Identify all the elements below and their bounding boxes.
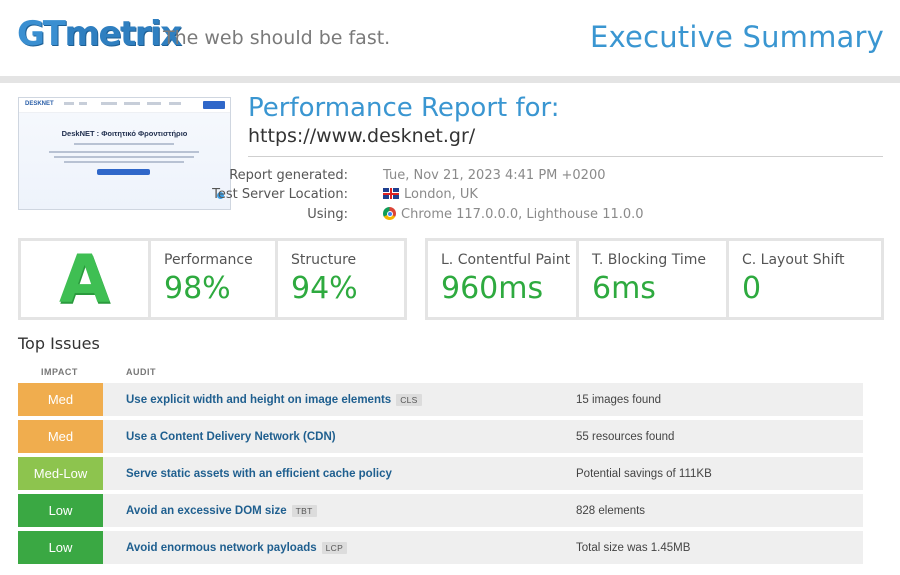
structure-value: 94%: [291, 271, 358, 306]
divider: [248, 156, 883, 157]
issue-detail: 55 resources found: [576, 430, 675, 443]
thumbnail-hero-title: DeskNET : Φοιτητικό Φροντιστήριο: [61, 129, 188, 138]
thumbnail-nav-item: [79, 102, 87, 105]
audit-title[interactable]: Avoid enormous network payloads: [126, 541, 317, 554]
logo-metrix: metrix: [64, 14, 183, 54]
meta-value: London, UK: [404, 187, 478, 202]
issue-detail: 828 elements: [576, 504, 646, 517]
lcp-value: 960ms: [441, 271, 544, 306]
meta-label: Test Server Location:: [212, 187, 348, 202]
metric-tag: TBT: [291, 504, 317, 517]
issue-detail: Potential savings of 111KB: [576, 467, 712, 480]
thumbnail-site-logo: DESKNET: [25, 101, 54, 107]
meta-row-test-server-location: Test Server Location: London, UK: [174, 187, 574, 207]
issue-row[interactable]: Low Avoid an excessive DOM size TBT 828 ele…: [18, 494, 863, 527]
structure-label: Structure: [291, 252, 357, 268]
thumbnail-nav-item: [64, 102, 74, 105]
structure-score[interactable]: Structure 94%: [278, 241, 404, 317]
thumbnail-nav-button: [203, 101, 225, 109]
issue-row[interactable]: Med-Low Serve static assets with an effic…: [18, 457, 863, 490]
gtmetrix-grade-box: A Performance 98% Structure 94%: [18, 238, 407, 320]
thumbnail-navbar: DESKNET: [19, 98, 230, 113]
impact-badge: Low: [18, 531, 103, 564]
audit-cell[interactable]: Use explicit width and height on image e…: [126, 383, 422, 416]
metric-tag: CLS: [396, 393, 422, 406]
lcp-label: L. Contentful Paint: [441, 252, 571, 268]
uk-flag-icon: [383, 188, 399, 199]
thumbnail-text-line: [54, 156, 194, 158]
audit-cell[interactable]: Avoid an excessive DOM size TBT: [126, 494, 317, 527]
tbt-metric[interactable]: T. Blocking Time 6ms: [579, 241, 726, 317]
tbt-value: 6ms: [592, 271, 656, 306]
issue-detail: 15 images found: [576, 393, 662, 406]
audit-title[interactable]: Avoid an excessive DOM size: [126, 504, 287, 517]
logo-gt: GT: [17, 14, 66, 54]
issue-row[interactable]: Med Use a Content Delivery Network (CDN) 5…: [18, 420, 863, 453]
audit-title[interactable]: Serve static assets with an efficient ca…: [126, 467, 392, 480]
web-vitals-box: L. Contentful Paint 960ms T. Blocking Ti…: [425, 238, 884, 320]
thumbnail-nav-item: [169, 102, 181, 105]
audit-column-header: AUDIT: [126, 367, 156, 377]
audit-title[interactable]: Use a Content Delivery Network (CDN): [126, 430, 336, 443]
meta-label: Report generated:: [229, 168, 348, 183]
issue-row[interactable]: Med Use explicit width and height on imag…: [18, 383, 863, 416]
meta-value: Tue, Nov 21, 2023 4:41 PM +0200: [383, 168, 606, 183]
header: GTmetrix The web should be fast. Executi…: [0, 0, 900, 83]
cls-label: C. Layout Shift: [742, 252, 845, 268]
thumbnail-text-line: [74, 143, 174, 145]
thumbnail-text-line: [49, 151, 199, 153]
chrome-icon: [383, 207, 396, 220]
impact-badge: Med: [18, 420, 103, 453]
site-screenshot-thumbnail[interactable]: DESKNET DeskNET : Φοιτητικό Φροντιστήριο: [18, 97, 231, 210]
grade-letter: A: [58, 240, 111, 318]
metric-tag: LCP: [321, 541, 348, 554]
top-issues-title: Top Issues: [18, 334, 100, 353]
thumbnail-nav-item: [124, 102, 140, 105]
performance-value: 98%: [164, 271, 231, 306]
grade-cell: A: [21, 240, 148, 318]
impact-badge: Low: [18, 494, 103, 527]
thumbnail-nav-item: [147, 102, 161, 105]
meta-row-report-generated: Report generated: Tue, Nov 21, 2023 4:41…: [174, 168, 605, 188]
tbt-label: T. Blocking Time: [592, 252, 707, 268]
meta-label: Using:: [307, 207, 348, 222]
cls-value: 0: [742, 271, 762, 306]
thumbnail-cta-button: [97, 169, 150, 175]
audit-title[interactable]: Use explicit width and height on image e…: [126, 393, 392, 406]
audit-cell[interactable]: Serve static assets with an efficient ca…: [126, 457, 392, 490]
cls-metric[interactable]: C. Layout Shift 0: [729, 241, 881, 317]
audit-cell[interactable]: Avoid enormous network payloads LCP: [126, 531, 348, 564]
gtmetrix-logo[interactable]: GTmetrix: [17, 14, 183, 54]
thumbnail-text-line: [64, 161, 184, 163]
performance-label: Performance: [164, 252, 253, 268]
thumbnail-nav-item: [101, 102, 117, 105]
impact-column-header: IMPACT: [41, 367, 78, 377]
report-title: Performance Report for:: [248, 93, 560, 123]
impact-badge: Med-Low: [18, 457, 103, 490]
page-title: Executive Summary: [590, 20, 884, 54]
lcp-metric[interactable]: L. Contentful Paint 960ms: [428, 241, 576, 317]
impact-badge: Med: [18, 383, 103, 416]
meta-value: Chrome 117.0.0.0, Lighthouse 11.0.0: [401, 207, 644, 222]
audit-cell[interactable]: Use a Content Delivery Network (CDN): [126, 420, 336, 453]
issue-detail: Total size was 1.45MB: [576, 541, 691, 554]
report-url[interactable]: https://www.desknet.gr/: [248, 125, 476, 147]
issue-row[interactable]: Low Avoid enormous network payloads LCP Tot…: [18, 531, 863, 564]
performance-score[interactable]: Performance 98%: [151, 241, 275, 317]
tagline: The web should be fast.: [163, 27, 391, 49]
thumbnail-chat-icon: [217, 192, 224, 199]
meta-row-using: Using: Chrome 117.0.0.0, Lighthouse 11.0…: [174, 207, 644, 227]
